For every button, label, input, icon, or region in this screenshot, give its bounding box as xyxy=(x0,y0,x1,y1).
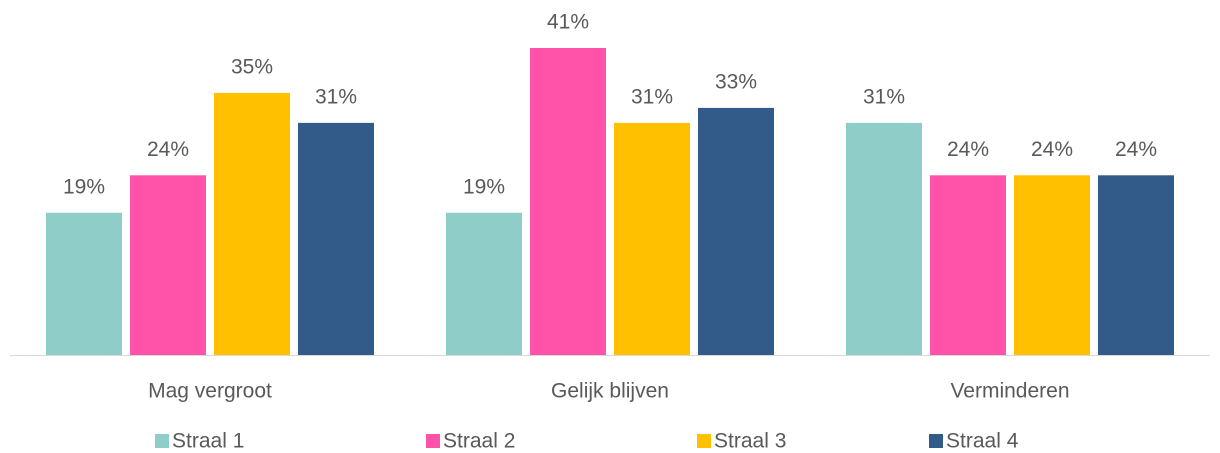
data-label: 31% xyxy=(315,85,357,108)
x-tick-label: Mag vergroot xyxy=(148,380,272,403)
data-label: 24% xyxy=(1115,138,1157,161)
x-tick-label: Gelijk blijven xyxy=(551,380,669,403)
data-label: 33% xyxy=(715,70,757,93)
bar xyxy=(1098,175,1174,355)
data-label: 24% xyxy=(1031,138,1073,161)
legend-swatch xyxy=(929,434,943,448)
bar xyxy=(698,107,774,355)
bar xyxy=(530,48,606,355)
legend-swatch xyxy=(155,434,169,448)
x-tick-label: Verminderen xyxy=(950,380,1069,403)
bar xyxy=(846,122,922,355)
data-label: 41% xyxy=(547,11,589,34)
legend-label: Straal 2 xyxy=(443,430,515,453)
legend-swatch xyxy=(426,434,440,448)
data-label: 24% xyxy=(947,138,989,161)
bar xyxy=(130,175,206,355)
legend-swatch xyxy=(697,434,711,448)
bar xyxy=(1014,175,1090,355)
legend-label: Straal 1 xyxy=(172,430,244,453)
bar xyxy=(446,212,522,355)
bar xyxy=(214,92,290,356)
bar xyxy=(298,122,374,355)
legend-label: Straal 3 xyxy=(714,430,786,453)
bar xyxy=(614,122,690,355)
data-label: 31% xyxy=(631,85,673,108)
bar xyxy=(930,175,1006,355)
data-label: 31% xyxy=(863,85,905,108)
data-label: 24% xyxy=(147,138,189,161)
legend-label: Straal 4 xyxy=(946,430,1019,453)
data-label: 19% xyxy=(63,175,105,198)
data-label: 35% xyxy=(231,55,273,78)
bar xyxy=(46,212,122,355)
data-label: 19% xyxy=(463,175,505,198)
